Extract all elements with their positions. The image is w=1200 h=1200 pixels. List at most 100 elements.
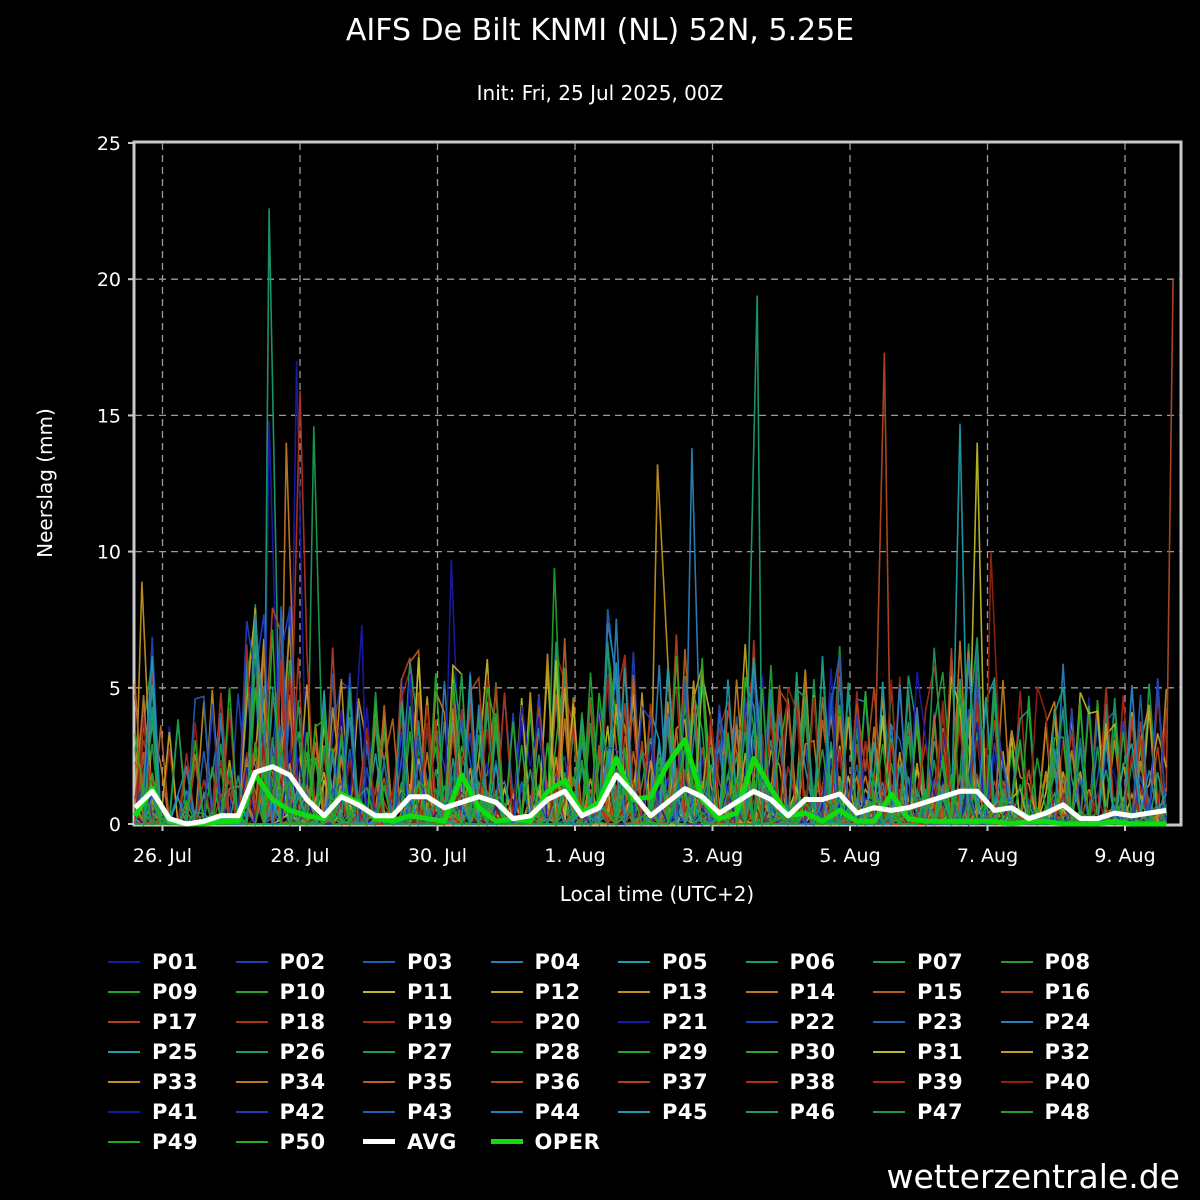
- legend-swatch: [618, 1080, 650, 1083]
- legend-item-p48: P48: [1000, 1100, 1129, 1124]
- legend-item-p08: P08: [1000, 949, 1129, 974]
- y-axis-label: Neerslag (mm): [33, 408, 57, 558]
- legend-label: P45: [662, 1099, 709, 1124]
- legend-swatch: [235, 960, 268, 963]
- legend-item-p34: P34: [235, 1069, 364, 1094]
- legend-swatch: [235, 1110, 268, 1113]
- legend-label: P38: [789, 1069, 836, 1094]
- legend-item-p14: P14: [745, 979, 874, 1004]
- legend-item-p13: P13: [618, 980, 746, 1004]
- legend-item-p33: P33: [108, 1069, 236, 1094]
- legend-swatch: [745, 960, 778, 963]
- legend-item-p20: P20: [490, 1009, 619, 1034]
- legend-item-p45: P45: [618, 1099, 746, 1124]
- legend-label: P42: [279, 1099, 326, 1124]
- legend-label: P49: [152, 1129, 199, 1154]
- legend-label: P27: [407, 1039, 454, 1064]
- legend-item-p44: P44: [490, 1100, 619, 1124]
- legend-label: P19: [407, 1009, 454, 1034]
- legend-item-p03: P03: [363, 950, 491, 974]
- legend-label: P25: [152, 1039, 199, 1064]
- legend-swatch: [363, 990, 395, 993]
- legend-label: P24: [1044, 1009, 1091, 1034]
- legend-swatch: [1000, 990, 1033, 993]
- legend-swatch: [235, 1080, 268, 1083]
- legend-label: P29: [662, 1039, 709, 1064]
- legend-item-p09: P09: [108, 980, 236, 1004]
- legend-label: P34: [279, 1069, 326, 1094]
- legend-swatch: [745, 990, 778, 993]
- legend-swatch: [490, 1080, 523, 1083]
- legend-label: P02: [279, 949, 326, 974]
- legend-item-p22: P22: [745, 1009, 874, 1034]
- legend-label: P32: [1044, 1039, 1091, 1064]
- legend-item-p26: P26: [235, 1040, 364, 1064]
- main-series-lines: [132, 737, 1167, 827]
- legend-swatch: [618, 990, 650, 993]
- legend-swatch: [745, 1110, 778, 1113]
- member-line-p50: [134, 629, 1167, 827]
- legend-label: P30: [789, 1039, 836, 1064]
- legend-swatch: [873, 990, 905, 993]
- legend-item-p41: P41: [108, 1100, 236, 1124]
- legend-swatch: [618, 1050, 650, 1053]
- legend-item-p38: P38: [745, 1069, 874, 1094]
- legend-swatch: [1000, 1080, 1033, 1083]
- legend-swatch: [235, 1140, 268, 1143]
- legend-label: P35: [407, 1069, 454, 1094]
- legend-item-p17: P17: [108, 1009, 236, 1034]
- legend-label: P20: [534, 1009, 581, 1034]
- x-tick-label: 1. Aug: [544, 845, 605, 867]
- legend-label: P22: [789, 1009, 836, 1034]
- legend-swatch: [490, 960, 523, 963]
- legend-swatch: [363, 1139, 395, 1144]
- legend-swatch: [873, 1110, 905, 1113]
- legend-item-p21: P21: [618, 1010, 746, 1034]
- y-tick-label: 15: [97, 405, 121, 427]
- legend-item-p12: P12: [490, 979, 619, 1004]
- brand-watermark: wetterzentrale.de: [886, 1157, 1180, 1196]
- x-axis-ticks: 26. Jul 28. Jul 30. Jul 1. Aug 3. Aug 5. Aug 7…: [133, 824, 1156, 867]
- legend-label: P15: [917, 979, 964, 1004]
- legend-swatch: [490, 990, 523, 993]
- legend-swatch: [108, 1140, 140, 1143]
- legend-swatch: [108, 1050, 140, 1053]
- legend-label: P37: [662, 1069, 709, 1094]
- x-tick-label: 28. Jul: [270, 845, 329, 867]
- legend-item-p04: P04: [490, 950, 619, 974]
- legend-item-oper: OPER: [490, 1130, 619, 1154]
- legend-item-p05: P05: [618, 949, 746, 974]
- y-tick-label: 20: [97, 269, 121, 291]
- legend-swatch: [108, 990, 140, 993]
- legend-item-p28: P28: [490, 1040, 619, 1064]
- legend: P01 P02 P03 P04 P05 P06 P07 P08 P09 P10 P11 P12 P13 P…: [108, 949, 1118, 1154]
- legend-label: P40: [1044, 1069, 1091, 1094]
- legend-label: P05: [662, 949, 709, 974]
- legend-swatch: [490, 1139, 523, 1144]
- legend-label: P17: [152, 1009, 199, 1034]
- legend-swatch: [108, 1110, 140, 1113]
- legend-item-p11: P11: [363, 980, 491, 1004]
- y-axis-ticks: 0 5 10 15 20 25: [97, 133, 135, 836]
- precipitation-chart: AIFS De Bilt KNMI (NL) 52N, 5.25E Init: …: [33, 13, 1183, 906]
- x-axis-label: Local time (UTC+2): [560, 882, 754, 906]
- legend-swatch: [1000, 1110, 1033, 1113]
- legend-label: P50: [279, 1129, 326, 1154]
- legend-item-p10: P10: [235, 980, 364, 1004]
- legend-item-p01: P01: [108, 950, 236, 974]
- legend-label: P33: [152, 1069, 199, 1094]
- legend-swatch: [873, 1020, 905, 1023]
- legend-item-p32: P32: [1000, 1039, 1129, 1064]
- legend-label: P36: [534, 1069, 581, 1094]
- legend-item-p02: P02: [235, 949, 364, 974]
- legend-swatch: [1000, 1020, 1033, 1023]
- legend-swatch: [363, 1020, 395, 1023]
- legend-label: P23: [917, 1009, 964, 1034]
- legend-swatch: [490, 1110, 523, 1113]
- legend-item-p06: P06: [745, 950, 874, 974]
- legend-swatch: [235, 1020, 268, 1023]
- legend-label: P14: [789, 979, 836, 1004]
- legend-label: P08: [1044, 949, 1091, 974]
- legend-swatch: [873, 1080, 905, 1083]
- legend-label: P12: [534, 979, 581, 1004]
